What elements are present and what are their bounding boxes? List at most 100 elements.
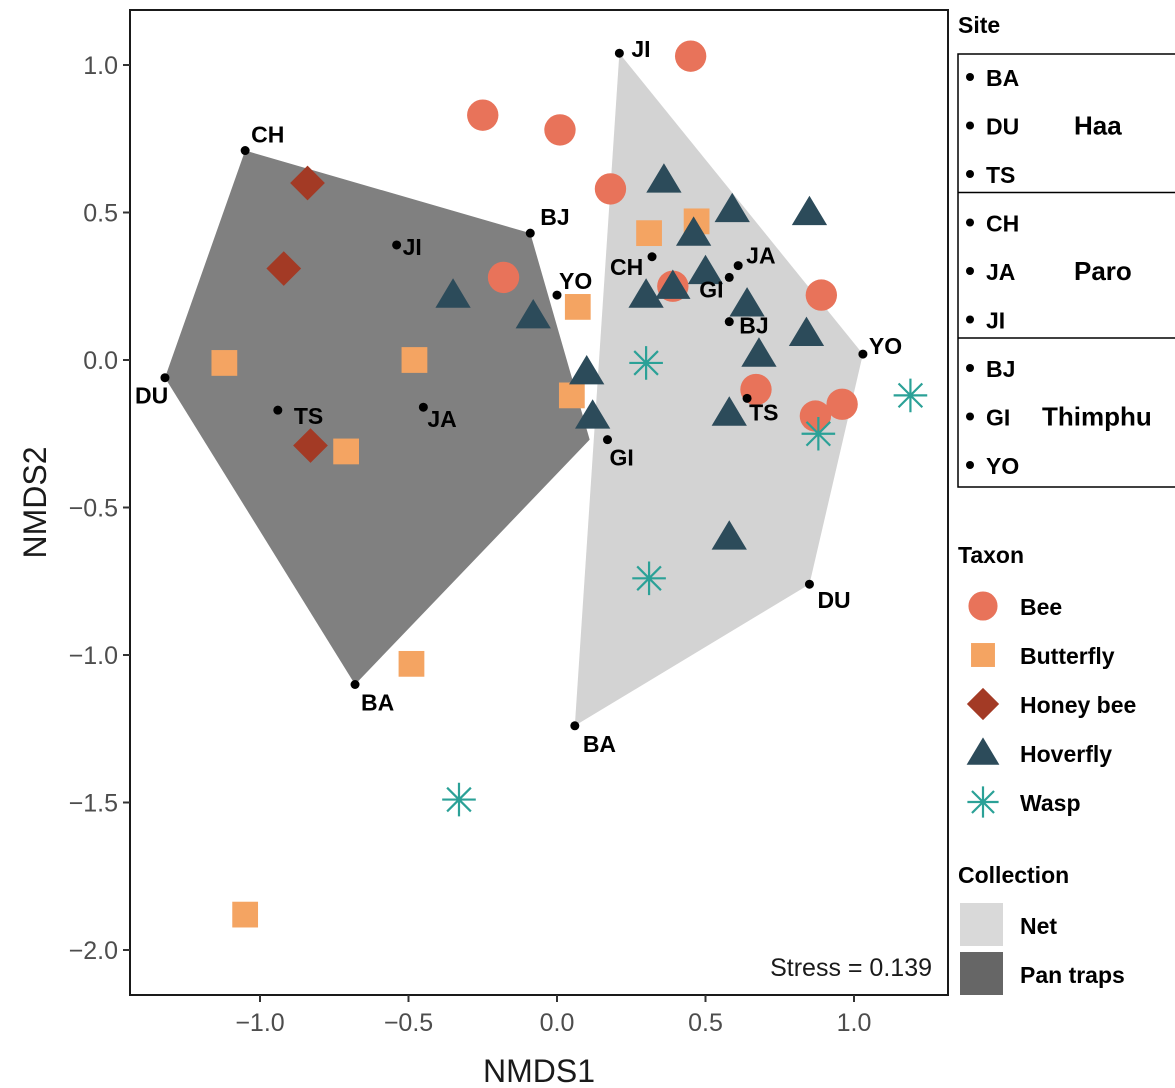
point-butterfly [232, 901, 259, 928]
point-honey-bee [290, 165, 325, 201]
legend-taxon-title: Taxon [958, 542, 1024, 568]
legend-site-dot [966, 73, 974, 81]
point-bee [487, 261, 520, 294]
site-dot-ba [350, 680, 360, 689]
legend-site-dot [966, 121, 974, 130]
legend-collection-net: Net [1020, 913, 1057, 939]
site-dot-du [160, 373, 170, 383]
axes: −1.0 −0.5 0.0 0.5 1.0 1.0 0.5 0.0 −0.5 −1.0 −1.5 −2… [69, 52, 872, 1037]
legend-site-ja: JA [986, 259, 1015, 285]
legend-site-ji: JI [986, 308, 1005, 334]
point-bee [594, 173, 627, 205]
site-dot-ji [614, 48, 624, 58]
site-label-du: DU [135, 383, 168, 409]
hull-pan-traps [164, 150, 590, 685]
legend-site-dot [966, 315, 974, 324]
point-bee [826, 388, 858, 420]
point-bee [467, 99, 499, 131]
site-dot-ja [418, 402, 428, 412]
legend-taxon-bee: Bee [1020, 594, 1062, 620]
site-label-ja: JA [427, 406, 456, 432]
point-butterfly [564, 294, 591, 320]
site-label-yo: YO [869, 333, 902, 359]
point-bee [674, 40, 707, 72]
point-butterfly [398, 650, 425, 677]
site-label-gi: GI [609, 445, 633, 471]
legend-marker-honey-bee [966, 687, 1000, 721]
point-hoverfly [646, 163, 682, 193]
site-dot-ba [570, 721, 580, 731]
y-tick-label: 0.0 [83, 347, 118, 375]
x-tick-label: −1.0 [235, 1009, 284, 1037]
taxon-points [211, 40, 928, 928]
legend-site-dot [966, 218, 974, 227]
point-hoverfly [628, 278, 664, 308]
x-axis-title: NMDS1 [483, 1053, 595, 1088]
legend-site-ba: BA [986, 65, 1019, 91]
point-bee [544, 114, 576, 146]
point-hoverfly [741, 337, 777, 367]
point-hoverfly [435, 278, 471, 308]
site-dot-yo [552, 290, 562, 300]
site-dot-gi [602, 435, 612, 445]
legend-marker-bee [968, 591, 998, 621]
point-wasp [629, 346, 663, 380]
point-hoverfly [515, 298, 551, 329]
site-label-ba: BA [583, 731, 616, 757]
legend-taxon-honey-bee: Honey bee [1020, 692, 1136, 718]
legend-swatch-pan-traps [960, 952, 1003, 995]
legend-site-gi: GI [986, 405, 1010, 431]
site-label-ja: JA [746, 243, 775, 269]
site-dot-ch [647, 252, 657, 262]
x-tick-label: 1.0 [837, 1009, 872, 1037]
site-label-ts: TS [749, 399, 778, 425]
point-wasp [801, 416, 836, 451]
x-tick-label: 0.0 [540, 1009, 575, 1037]
y-tick-label: 0.5 [83, 200, 118, 228]
y-axis-title: NMDS2 [17, 446, 53, 558]
point-honey-bee [266, 251, 302, 286]
legend-taxon-butterfly: Butterfly [1020, 643, 1115, 669]
site-dot-ji [392, 240, 402, 250]
legend-site-bj: BJ [986, 356, 1015, 382]
point-butterfly [211, 350, 238, 376]
point-butterfly [636, 220, 662, 247]
x-tick-label: 0.5 [688, 1009, 723, 1037]
legend-site-dot [966, 412, 974, 421]
site-label-bj: BJ [739, 313, 768, 339]
legend-site-yo: YO [986, 453, 1019, 479]
point-hoverfly [711, 396, 747, 426]
y-tick-label: −1.5 [69, 790, 118, 818]
site-label-ba: BA [361, 690, 394, 716]
site-label-ch: CH [610, 254, 643, 280]
point-honey-bee [293, 428, 328, 463]
y-tick-label: −2.0 [69, 937, 118, 965]
legend-marker-butterfly [971, 643, 995, 667]
legend-site-box [957, 53, 1175, 488]
point-hoverfly [788, 316, 825, 347]
point-hoverfly [791, 195, 828, 226]
site-dot-ja [733, 261, 743, 271]
legend-taxon-wasp: Wasp [1020, 790, 1081, 816]
site-dot-du [804, 579, 814, 589]
point-wasp [893, 378, 928, 413]
legend-site-dot [966, 364, 974, 372]
hull-net [574, 53, 863, 726]
x-tick-label: −0.5 [384, 1009, 433, 1037]
point-wasp [632, 561, 666, 596]
point-bee [805, 279, 838, 311]
legend-site-dot [966, 267, 974, 275]
legend-site-du: DU [986, 114, 1019, 140]
y-tick-label: −1.0 [69, 642, 118, 670]
point-hoverfly [655, 269, 691, 299]
y-tick-label: 1.0 [83, 52, 118, 80]
legend-marker-wasp [967, 786, 999, 818]
site-label-ji: JI [631, 36, 650, 62]
site-label-ch: CH [251, 122, 284, 148]
point-hoverfly [729, 287, 765, 317]
point-wasp [442, 782, 476, 817]
point-butterfly [401, 347, 428, 373]
site-dot-bj [724, 317, 734, 327]
site-dot-ts [273, 405, 283, 415]
site-dot-yo [858, 349, 868, 359]
